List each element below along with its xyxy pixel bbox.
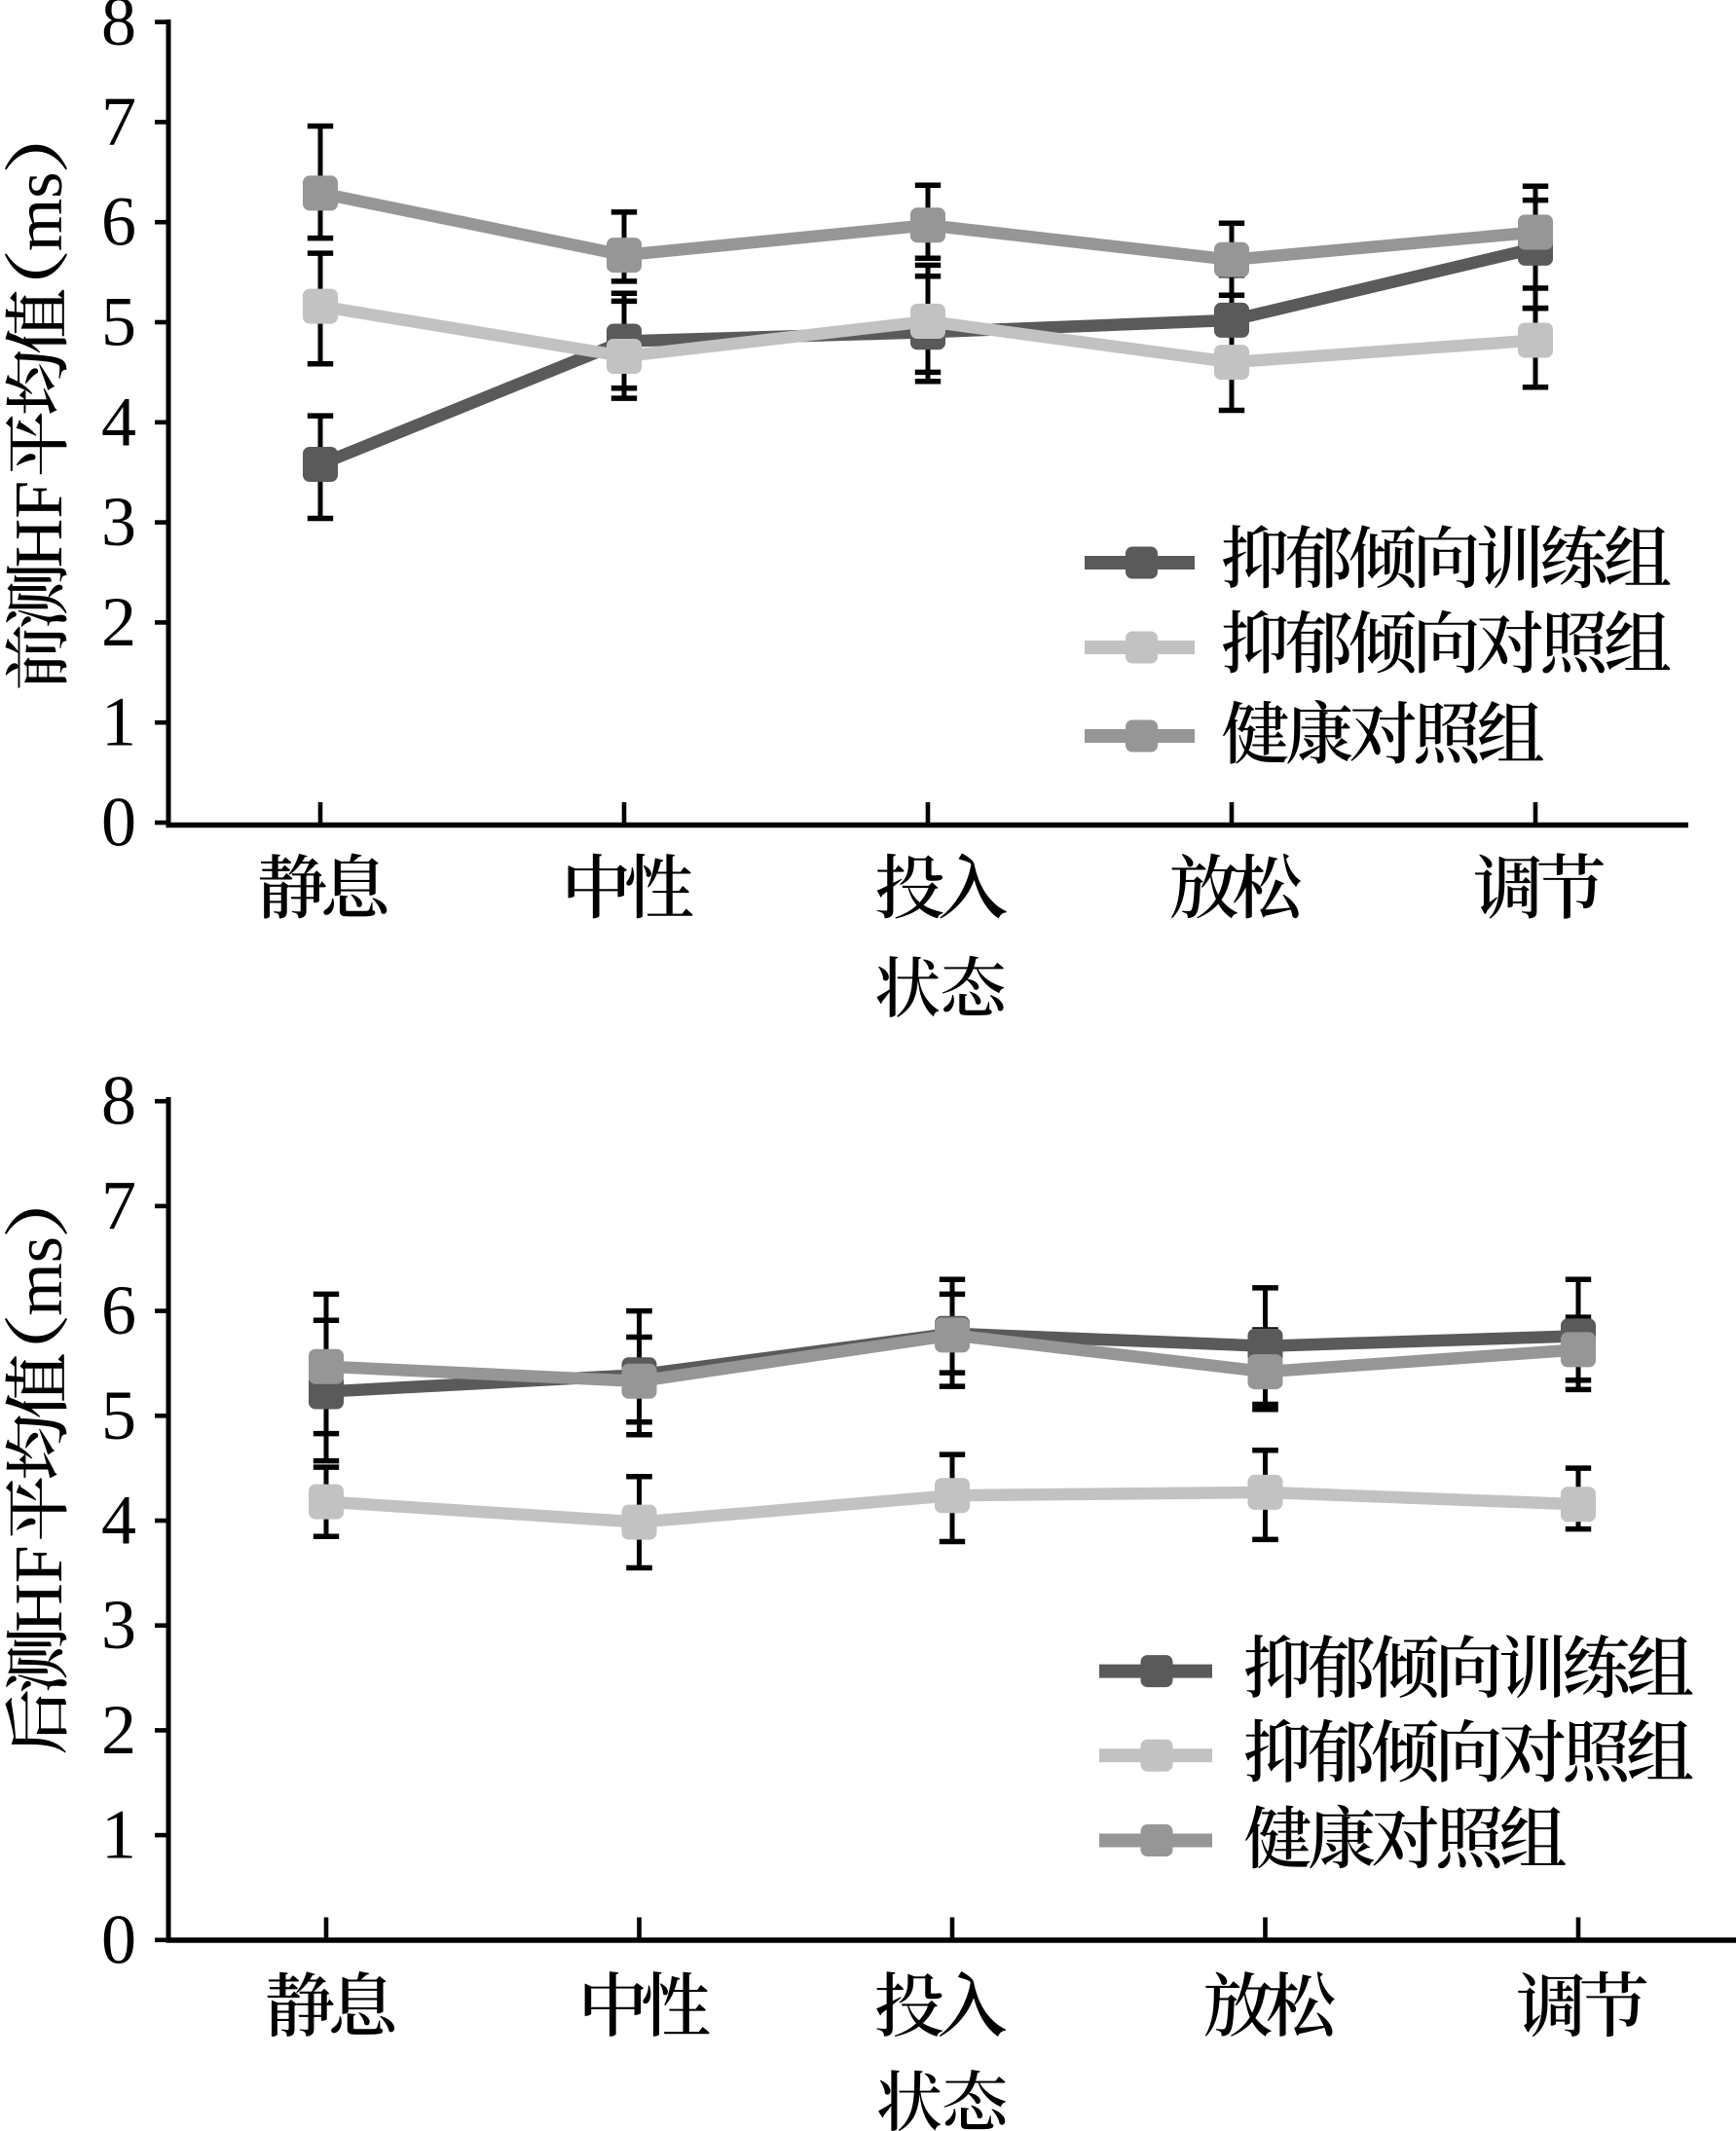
svg-text:1: 1 [101,1796,136,1874]
svg-text:6: 6 [101,1271,136,1349]
svg-text:HF: HF [2,481,77,568]
svg-text:1: 1 [101,683,136,761]
svg-text:5: 5 [101,283,136,361]
svg-text:7: 7 [101,83,136,161]
svg-text:0: 0 [101,784,136,862]
svg-text:5: 5 [101,1377,136,1454]
svg-text:4: 4 [101,1482,136,1560]
svg-text:2: 2 [101,1691,136,1769]
svg-text:2: 2 [101,583,136,661]
svg-text:HF: HF [2,1545,77,1632]
svg-text:8: 8 [101,1062,136,1140]
svg-text:3: 3 [101,1586,136,1664]
svg-text:8: 8 [101,0,136,60]
svg-text:3: 3 [101,483,136,561]
svg-text:ms: ms [2,1236,77,1316]
svg-text:4: 4 [101,383,136,460]
svg-text:6: 6 [101,183,136,261]
svg-text:ms: ms [2,171,77,251]
svg-text:0: 0 [101,1900,136,1978]
svg-text:7: 7 [101,1166,136,1244]
